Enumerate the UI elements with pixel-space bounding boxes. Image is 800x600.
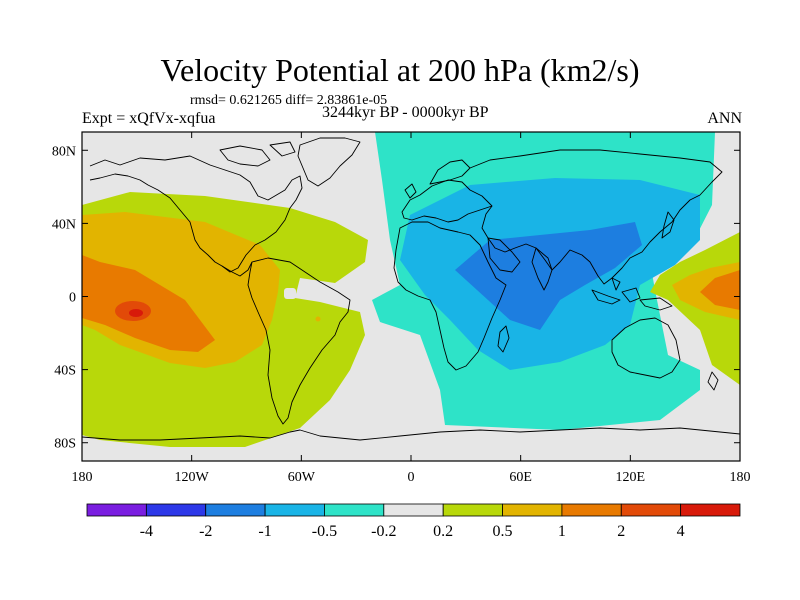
lon-tick-label: 60E (509, 470, 532, 485)
africa-outline (393, 221, 507, 371)
colorbar-label: 0.5 (493, 523, 513, 540)
north-america-outline (89, 155, 303, 273)
colorbar-label: 4 (677, 523, 685, 540)
lat-tick-label: 40N (52, 217, 76, 232)
colorbar-swatch (145, 503, 207, 517)
new-zealand-outline (707, 371, 719, 391)
japan-outline (661, 211, 675, 239)
india-outline (531, 247, 553, 291)
colorbar-swatch (620, 503, 682, 517)
arctic-islands-outline (219, 141, 296, 167)
asia-outline (469, 149, 723, 285)
europe-outline (401, 179, 493, 223)
colorbar: -4 -2 -1 -0.5 -0.2 0.2 0.5 1 2 4 (86, 503, 741, 540)
colorbar-swatch (324, 503, 385, 517)
south-america-outline (247, 257, 351, 425)
colorbar-swatch (502, 503, 563, 517)
colorbar-swatch (383, 503, 444, 517)
lon-tick-label: 180 (730, 470, 751, 485)
colorbar-label: 1 (558, 523, 566, 540)
lon-tick-label: 180 (72, 470, 93, 485)
continent-outlines (82, 137, 740, 441)
greenland-outline (297, 137, 361, 187)
lon-tick-label: 120W (175, 470, 210, 485)
lon-tick-label: 120E (616, 470, 646, 485)
madagascar-outline (497, 325, 510, 353)
map-title: Velocity Potential at 200 hPa (km2/s) (160, 52, 640, 88)
latitude-ticks: 80N 40N 0 40S 80S (52, 144, 740, 452)
colorbar-swatch (264, 503, 325, 517)
colorbar-swatch (680, 503, 741, 517)
lon-tick-label: 0 (408, 470, 415, 485)
season-label: ANN (707, 110, 742, 127)
colorbar-label: -0.5 (312, 523, 337, 540)
lat-tick-label: 40S (54, 364, 76, 379)
contour-field (82, 132, 740, 461)
colorbar-label: -2 (199, 523, 212, 540)
colorbar-swatch (561, 503, 622, 517)
period-label: 3244kyr BP - 0000kyr BP (322, 104, 489, 121)
lat-tick-label: 0 (69, 291, 76, 306)
antarctica-outline (82, 427, 740, 441)
australia-outline (611, 317, 681, 379)
indonesia-outline (591, 277, 673, 311)
rmsd-diff-stats: rmsd= 0.621265 diff= 2.83861e-05 (190, 93, 388, 108)
lat-tick-label: 80N (52, 144, 76, 159)
lon-tick-label: 60W (288, 470, 316, 485)
colorbar-label: -4 (140, 523, 153, 540)
central-america-outline (221, 261, 253, 277)
colorbar-label: -0.2 (371, 523, 396, 540)
colorbar-label: 2 (617, 523, 625, 540)
colorbar-swatch (205, 503, 266, 517)
colorbar-swatch (86, 503, 147, 517)
colorbar-swatch (442, 503, 503, 517)
scandinavia-outline (404, 159, 471, 199)
longitude-ticks: 180 120W 60W 0 60E 120E 180 (72, 132, 751, 485)
colorbar-label: -1 (258, 523, 271, 540)
lat-tick-label: 80S (54, 437, 76, 452)
arabia-outline (487, 237, 521, 273)
experiment-label: Expt = xQfVx-xqfua (82, 110, 216, 127)
colorbar-label: 0.2 (433, 523, 453, 540)
